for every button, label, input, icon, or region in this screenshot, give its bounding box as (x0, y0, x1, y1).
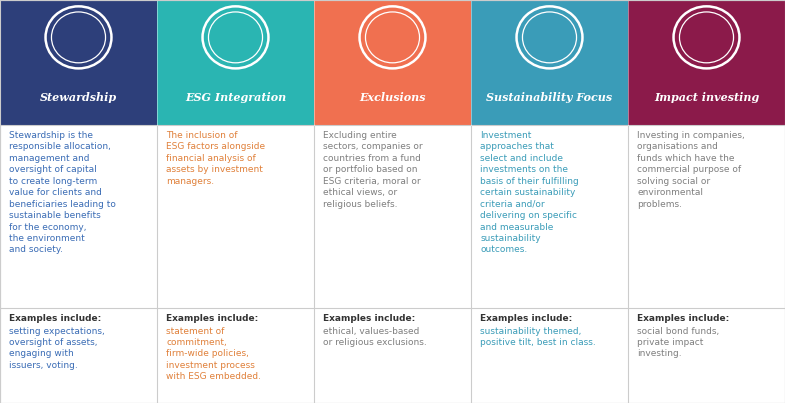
Ellipse shape (46, 6, 111, 69)
Text: Examples include:: Examples include: (637, 314, 730, 323)
Text: ethical, values-based
or religious exclusions.: ethical, values-based or religious exclu… (323, 326, 427, 347)
Text: social bond funds,
private impact
investing.: social bond funds, private impact invest… (637, 326, 720, 358)
Text: Exclusions: Exclusions (360, 92, 425, 103)
Bar (471, 0, 628, 125)
Bar (157, 0, 314, 125)
Text: Stewardship: Stewardship (40, 92, 117, 103)
Text: Examples include:: Examples include: (9, 314, 102, 323)
Text: The inclusion of
ESG factors alongside
financial analysis of
assets by investmen: The inclusion of ESG factors alongside f… (166, 131, 265, 186)
Text: Investing in companies,
organisations and
funds which have the
commercial purpos: Investing in companies, organisations an… (637, 131, 745, 209)
Text: Stewardship is the
responsible allocation,
management and
oversight of capital
t: Stewardship is the responsible allocatio… (9, 131, 116, 254)
Text: setting expectations,
oversight of assets,
engaging with
issuers, voting.: setting expectations, oversight of asset… (9, 326, 105, 370)
Text: sustainability themed,
positive tilt, best in class.: sustainability themed, positive tilt, be… (480, 326, 596, 347)
Text: Examples include:: Examples include: (480, 314, 573, 323)
Ellipse shape (517, 6, 582, 69)
Ellipse shape (203, 6, 268, 69)
Text: Impact investing: Impact investing (654, 92, 759, 103)
Bar (628, 0, 785, 125)
Text: statement of
commitment,
firm-wide policies,
investment process
with ESG embedde: statement of commitment, firm-wide polic… (166, 326, 261, 381)
Ellipse shape (674, 6, 739, 69)
Bar (0, 0, 157, 125)
Text: Examples include:: Examples include: (166, 314, 259, 323)
Text: Investment
approaches that
select and include
investments on the
basis of their : Investment approaches that select and in… (480, 131, 579, 254)
Text: Sustainability Focus: Sustainability Focus (487, 92, 612, 103)
Text: Examples include:: Examples include: (323, 314, 416, 323)
Text: ESG Integration: ESG Integration (185, 92, 286, 103)
Ellipse shape (360, 6, 425, 69)
Bar (314, 0, 471, 125)
Text: Excluding entire
sectors, companies or
countries from a fund
or portfolio based : Excluding entire sectors, companies or c… (323, 131, 423, 209)
